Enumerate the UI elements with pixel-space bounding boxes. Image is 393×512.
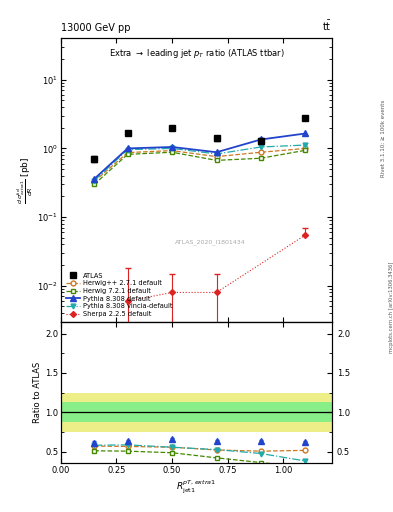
Text: 13000 GeV pp: 13000 GeV pp: [61, 23, 130, 33]
Text: Rivet 3.1.10; ≥ 100k events: Rivet 3.1.10; ≥ 100k events: [381, 100, 386, 177]
Y-axis label: $\frac{d\,\sigma^{\rm fid}_{extra1}}{dR}$ [pb]: $\frac{d\,\sigma^{\rm fid}_{extra1}}{dR}…: [15, 157, 35, 204]
Legend: ATLAS, Herwig++ 2.7.1 default, Herwig 7.2.1 default, Pythia 8.308 default, Pythi: ATLAS, Herwig++ 2.7.1 default, Herwig 7.…: [64, 271, 174, 318]
Bar: [61, 402, 332, 422]
Text: mcplots.cern.ch [arXiv:1306.3436]: mcplots.cern.ch [arXiv:1306.3436]: [389, 262, 393, 353]
Text: ATLAS_2020_I1801434: ATLAS_2020_I1801434: [174, 240, 246, 245]
Bar: [61, 393, 332, 432]
Text: Extra $\rightarrow$ leading jet $p_T$ ratio (ATLAS ttbar): Extra $\rightarrow$ leading jet $p_T$ ra…: [108, 47, 285, 60]
Y-axis label: Ratio to ATLAS: Ratio to ATLAS: [33, 362, 42, 423]
Text: t$\bar{\rm t}$: t$\bar{\rm t}$: [323, 19, 332, 33]
X-axis label: $R_{\rm jet1}^{pT,extra1}$: $R_{\rm jet1}^{pT,extra1}$: [176, 478, 217, 495]
